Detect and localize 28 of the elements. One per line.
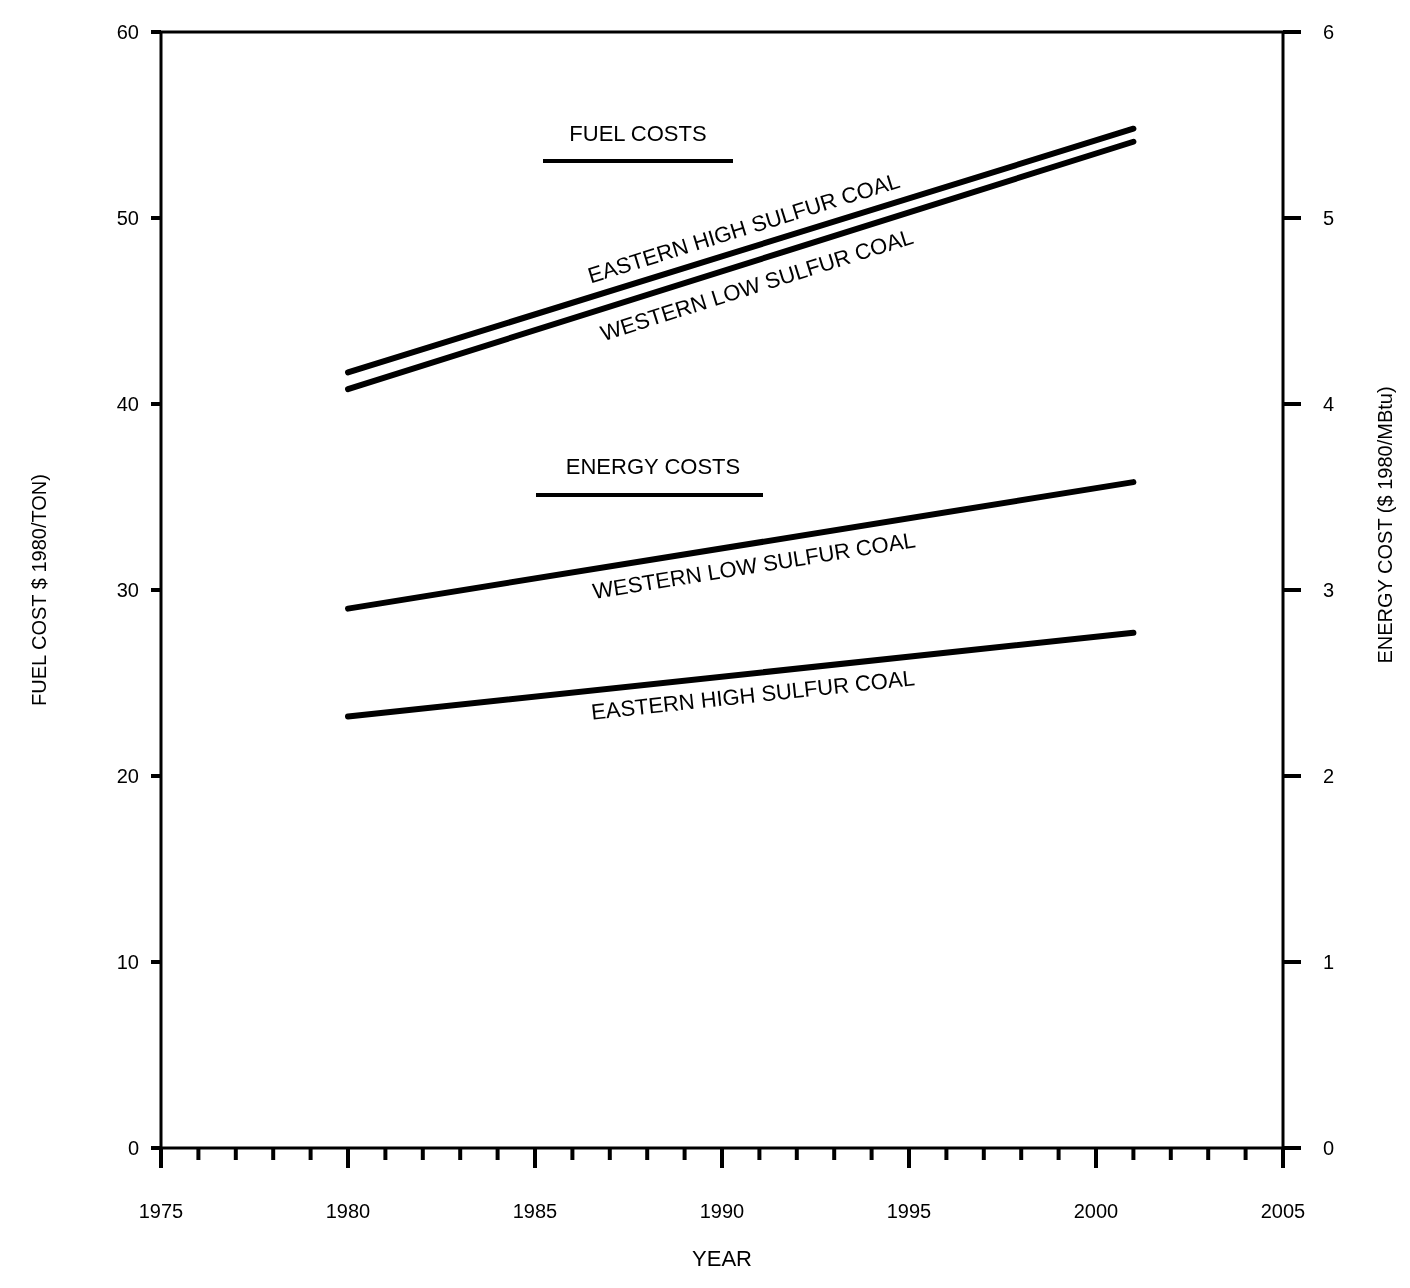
y2-tick-label: 5	[1323, 207, 1335, 229]
x-tick-label: 1980	[325, 1200, 371, 1222]
y2-tick-label: 1	[1323, 951, 1335, 973]
y-tick-label: 10	[116, 951, 139, 973]
y-axis-title: FUEL COST $ 1980/TON)	[28, 474, 50, 706]
y2-tick-label: 2	[1323, 765, 1335, 787]
x-axis-title: YEAR	[692, 1246, 752, 1271]
text: EASTERN HIGH SULFUR COAL	[589, 665, 916, 725]
y-tick-label: 40	[116, 393, 139, 415]
y2-tick-label: 4	[1323, 393, 1335, 415]
y-tick-label: 50	[116, 207, 139, 229]
x-tick-label: 1995	[886, 1200, 932, 1222]
annotation: ENERGY COSTS	[565, 454, 741, 479]
x-tick-label: 2000	[1073, 1200, 1119, 1222]
y2-tick-label: 0	[1323, 1137, 1335, 1159]
x-tick-label: 1985	[512, 1200, 558, 1222]
y2-axis-title: ENERGY COST ($ 1980/MBtu)	[1374, 386, 1396, 664]
y-tick-label: 0	[127, 1137, 139, 1159]
y2-tick-label: 3	[1323, 579, 1335, 601]
y-tick-label: 20	[116, 765, 139, 787]
y-tick-label: 30	[116, 579, 139, 601]
x-tick-label: 1975	[138, 1200, 184, 1222]
annotation: FUEL COSTS	[569, 121, 707, 146]
y-tick-label: 60	[116, 21, 139, 43]
y2-tick-label: 6	[1323, 21, 1335, 43]
text: WESTERN LOW SULFUR COAL	[590, 527, 918, 604]
x-tick-label: 2005	[1260, 1200, 1306, 1222]
x-tick-label: 1990	[699, 1200, 745, 1222]
